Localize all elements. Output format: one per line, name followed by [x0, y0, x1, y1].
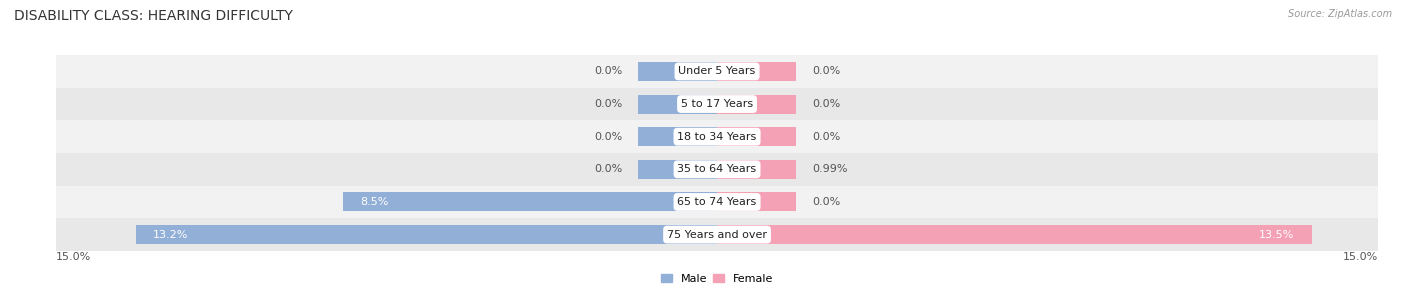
- Bar: [56, 120, 1378, 153]
- Text: 15.0%: 15.0%: [56, 252, 91, 262]
- Text: 15.0%: 15.0%: [1343, 252, 1378, 262]
- Bar: [343, 192, 717, 211]
- Text: 0.0%: 0.0%: [595, 66, 623, 76]
- Text: 0.0%: 0.0%: [811, 66, 839, 76]
- Text: 13.2%: 13.2%: [153, 230, 188, 240]
- Text: 0.0%: 0.0%: [811, 132, 839, 142]
- Bar: [717, 127, 796, 146]
- Text: 0.0%: 0.0%: [595, 164, 623, 174]
- Text: 75 Years and over: 75 Years and over: [666, 230, 768, 240]
- Text: 0.0%: 0.0%: [595, 132, 623, 142]
- Bar: [717, 192, 796, 211]
- Bar: [56, 218, 1378, 251]
- Text: 0.0%: 0.0%: [811, 197, 839, 207]
- Bar: [717, 160, 796, 179]
- Bar: [56, 153, 1378, 186]
- Bar: [638, 127, 717, 146]
- Bar: [638, 62, 717, 81]
- Text: 18 to 34 Years: 18 to 34 Years: [678, 132, 756, 142]
- Text: 0.0%: 0.0%: [595, 99, 623, 109]
- Bar: [717, 62, 796, 81]
- Text: 35 to 64 Years: 35 to 64 Years: [678, 164, 756, 174]
- Text: 5 to 17 Years: 5 to 17 Years: [681, 99, 754, 109]
- Text: Under 5 Years: Under 5 Years: [679, 66, 755, 76]
- Text: 0.0%: 0.0%: [811, 99, 839, 109]
- Bar: [717, 225, 1312, 244]
- Text: 0.99%: 0.99%: [811, 164, 848, 174]
- Text: 8.5%: 8.5%: [360, 197, 388, 207]
- Bar: [56, 55, 1378, 88]
- Legend: Male, Female: Male, Female: [657, 270, 778, 289]
- Bar: [717, 95, 796, 114]
- Text: 13.5%: 13.5%: [1258, 230, 1294, 240]
- Bar: [638, 160, 717, 179]
- Text: Source: ZipAtlas.com: Source: ZipAtlas.com: [1288, 9, 1392, 19]
- Text: DISABILITY CLASS: HEARING DIFFICULTY: DISABILITY CLASS: HEARING DIFFICULTY: [14, 9, 292, 23]
- Bar: [638, 95, 717, 114]
- Bar: [135, 225, 717, 244]
- Text: 65 to 74 Years: 65 to 74 Years: [678, 197, 756, 207]
- Bar: [56, 88, 1378, 120]
- Bar: [56, 186, 1378, 218]
